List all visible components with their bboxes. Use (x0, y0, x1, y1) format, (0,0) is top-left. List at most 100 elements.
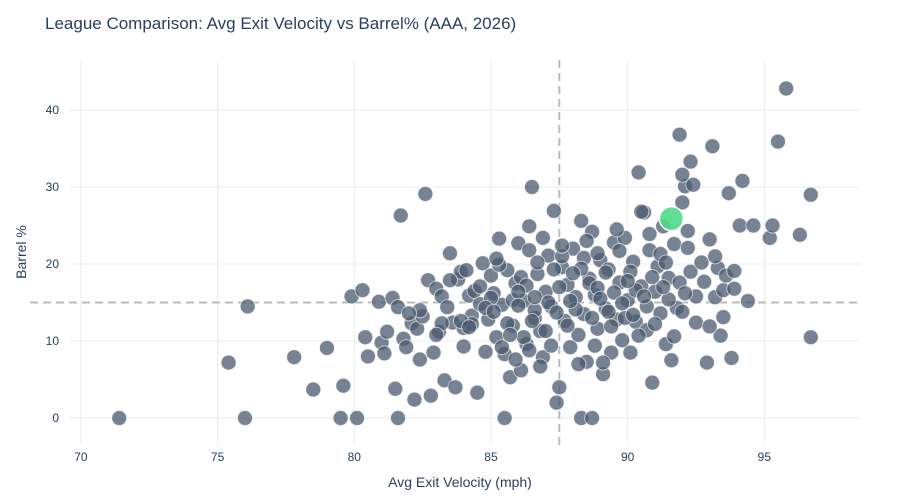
data-point (551, 279, 568, 296)
x-tick-label: 80 (348, 450, 362, 464)
data-point (548, 394, 565, 411)
data-point (679, 222, 696, 239)
data-point (521, 242, 538, 259)
data-point (666, 328, 683, 345)
data-point (398, 339, 415, 356)
data-point (236, 410, 253, 427)
data-point (411, 351, 428, 368)
data-point (491, 230, 508, 247)
data-point (739, 293, 756, 310)
data-point (720, 185, 737, 202)
data-point (417, 185, 434, 202)
data-point (630, 327, 647, 344)
data-point (461, 319, 478, 336)
data-point (605, 284, 622, 301)
data-point (493, 339, 510, 356)
data-point (458, 262, 475, 279)
data-point (778, 80, 795, 97)
chart-title: League Comparison: Avg Exit Velocity vs … (45, 14, 517, 33)
data-point (400, 305, 417, 322)
data-point (674, 166, 691, 183)
data-point (677, 285, 694, 302)
data-point (701, 318, 718, 335)
data-point (335, 377, 352, 394)
data-point (441, 245, 458, 262)
data-point (636, 288, 653, 305)
data-point (641, 226, 658, 243)
data-point (425, 344, 442, 361)
data-point (472, 278, 489, 295)
y-tick-label: 0 (52, 411, 59, 425)
data-point (357, 329, 374, 346)
data-points (111, 80, 819, 427)
data-point (545, 202, 562, 219)
highlight-group (658, 205, 685, 232)
data-point (693, 254, 710, 271)
data-point (802, 186, 819, 203)
data-point (657, 254, 674, 271)
data-point (521, 342, 538, 359)
data-point (111, 410, 128, 427)
data-point (674, 303, 691, 320)
data-point (379, 323, 396, 340)
x-tick-label: 70 (74, 450, 88, 464)
data-point (701, 231, 718, 248)
data-point (584, 410, 601, 427)
x-tick-label: 90 (621, 450, 635, 464)
data-point (734, 172, 751, 189)
data-point (723, 349, 740, 366)
data-point (578, 232, 595, 249)
data-point (507, 351, 524, 368)
data-point (644, 374, 661, 391)
data-point (562, 339, 579, 356)
data-point (698, 354, 715, 371)
grid-lines (70, 60, 860, 445)
data-point (390, 410, 407, 427)
data-point (630, 164, 647, 181)
data-point (370, 293, 387, 310)
tick-labels: 70 75 80 85 90 95 0 10 20 30 40 (46, 103, 772, 464)
data-point (286, 349, 303, 366)
data-point (600, 303, 617, 320)
data-point (597, 264, 614, 281)
data-point (349, 410, 366, 427)
data-point (392, 207, 409, 224)
data-point (674, 194, 691, 211)
data-point (570, 356, 587, 373)
data-point (614, 332, 631, 349)
data-point (534, 229, 551, 246)
data-point (406, 391, 423, 408)
data-point (477, 343, 494, 360)
data-point (545, 261, 562, 278)
y-tick-label: 30 (46, 180, 60, 194)
data-point (485, 303, 502, 320)
data-point (537, 323, 554, 340)
data-point (603, 318, 620, 335)
data-point (523, 179, 540, 196)
x-tick-label: 85 (484, 450, 498, 464)
data-point (439, 299, 456, 316)
data-point (802, 329, 819, 346)
data-point (663, 352, 680, 369)
data-point (551, 379, 568, 396)
data-point (715, 309, 732, 326)
reference-lines (30, 60, 860, 445)
data-point (707, 248, 724, 265)
data-point (305, 381, 322, 398)
y-tick-label: 10 (46, 334, 60, 348)
data-point (332, 410, 349, 427)
data-point (712, 327, 729, 344)
data-point (731, 217, 748, 234)
data-point (220, 354, 237, 371)
data-point (625, 306, 642, 323)
data-point (496, 410, 513, 427)
data-point (482, 267, 499, 284)
data-point (554, 237, 571, 254)
data-point (745, 217, 762, 234)
data-point (633, 203, 650, 220)
data-point (559, 317, 576, 334)
data-point (548, 304, 565, 321)
data-point (422, 387, 439, 404)
data-point (510, 297, 527, 314)
data-point (726, 280, 743, 297)
